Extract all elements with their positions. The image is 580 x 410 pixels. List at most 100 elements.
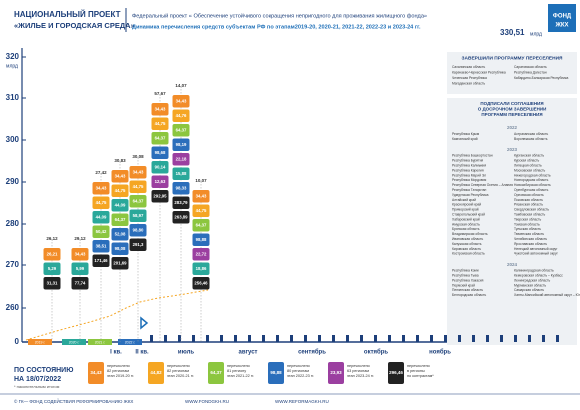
region: Республика Мордовия xyxy=(452,178,487,182)
arrow xyxy=(140,316,149,330)
region: Красноярский край xyxy=(452,203,481,207)
legend-swatch xyxy=(208,362,224,384)
stack-label: 44,75 xyxy=(155,121,166,126)
week-tick xyxy=(486,335,489,342)
stack-box xyxy=(192,204,210,217)
region: Алтайский край xyxy=(452,198,476,202)
stack-box xyxy=(129,180,147,193)
stack-box xyxy=(129,209,147,222)
stack-label: 98,08 xyxy=(115,246,126,251)
region: Калужская область xyxy=(452,242,482,246)
site: WWW.FONDGKH.RU xyxy=(185,399,229,404)
stack-box xyxy=(172,167,190,180)
stack-label: 15,88 xyxy=(176,171,187,176)
y-tick-label: 300 xyxy=(6,135,20,144)
stack-box xyxy=(129,224,147,237)
region: Свердловская область xyxy=(514,208,549,212)
stack-box xyxy=(111,170,129,183)
stack-label: 34,43 xyxy=(176,99,187,104)
week-tick xyxy=(472,335,475,342)
stack-label: 38,51 xyxy=(96,244,107,249)
region: Приморский край xyxy=(452,208,479,212)
region: Республика Хакасия xyxy=(452,278,484,282)
legend-value: 64,37 xyxy=(210,370,222,375)
month-label: июль xyxy=(178,350,194,356)
year-band xyxy=(62,339,86,345)
region: Сахалинская область xyxy=(452,65,485,69)
trend xyxy=(25,289,209,341)
stack-box xyxy=(192,277,210,290)
stack-label: 12,63 xyxy=(155,179,166,184)
stack-box xyxy=(172,124,190,137)
stack-box xyxy=(172,211,190,224)
region: Республика Северная Осетия – Алания xyxy=(452,183,513,187)
stack-label: 64,37 xyxy=(133,199,144,204)
stack-label: 5,29 xyxy=(48,266,57,271)
stack-label: 44,75 xyxy=(96,200,107,205)
status: НА 18/07/2022 xyxy=(14,376,61,383)
stack-box xyxy=(172,138,190,151)
month-label: август xyxy=(239,350,258,356)
region: Республика Татарстан xyxy=(452,188,486,192)
stack-box xyxy=(172,109,190,122)
region: Республика Карелия xyxy=(452,168,484,172)
stack-box xyxy=(192,262,210,275)
week-tick xyxy=(248,335,251,342)
legend-text: перечислено в регионы по контрактам* xyxy=(407,364,434,378)
region: Рязанская область xyxy=(514,203,543,207)
legend-value: 98,88 xyxy=(270,370,282,375)
stack-label: 34,43 xyxy=(115,174,126,179)
week-tick xyxy=(444,335,447,342)
stack-label: 64,37 xyxy=(196,223,207,228)
week-tick xyxy=(388,335,391,342)
week-tick xyxy=(164,335,167,342)
stack-box xyxy=(151,190,169,203)
year-band xyxy=(88,339,112,345)
legend-text: перечислено 81 региону этап 2021-22 гг. xyxy=(227,364,254,378)
stack-box xyxy=(129,166,147,179)
region: Липецкая область xyxy=(514,163,542,167)
project-name: «ЖИЛЬЕ И ГОРОДСКАЯ СРЕДА» xyxy=(14,21,135,30)
region: Ивановская область xyxy=(452,237,483,241)
stack-label: 58,97 xyxy=(133,213,144,218)
stack-label: 64,37 xyxy=(115,217,126,222)
region: Ленинградская область xyxy=(514,278,550,282)
stack-box xyxy=(71,262,89,275)
region: Магаданская область xyxy=(452,81,485,85)
stack-box xyxy=(43,248,61,261)
stack-box xyxy=(192,219,210,232)
stack-box xyxy=(71,248,89,261)
stack-label: 26,21 xyxy=(47,252,58,257)
region: Ханты-Мансийский автономный округ – Югра xyxy=(514,293,580,297)
week-tick xyxy=(262,335,265,342)
legend-text: перечислено 82 регионам этап 2019-20 гг. xyxy=(107,364,134,378)
legend-swatch xyxy=(388,362,404,384)
section-year: 2024 xyxy=(507,262,518,267)
region: Астраханская область xyxy=(514,132,548,136)
week-tick xyxy=(416,335,419,342)
axis-unit: млрд xyxy=(6,63,18,69)
logo-text: ФОНД xyxy=(553,14,572,20)
stack-label: 50,42 xyxy=(96,229,107,234)
week-tick xyxy=(556,335,559,342)
week-tick xyxy=(542,335,545,342)
section-year: 2022 xyxy=(507,125,518,130)
stack-box xyxy=(129,195,147,208)
project: НАЦИОНАЛЬНЫЙ ПРОЕКТ xyxy=(14,10,121,19)
region: Пензенская область xyxy=(452,288,483,292)
stack-box xyxy=(151,132,169,145)
legend-swatch xyxy=(268,362,284,384)
stack-box xyxy=(151,117,169,130)
stack-label: 64,37 xyxy=(176,128,187,133)
week-tick xyxy=(290,335,293,342)
y-tick-label: 260 xyxy=(6,303,20,312)
stack-label: 64,37 xyxy=(155,136,166,141)
region: Владимирская область xyxy=(452,232,488,236)
region: Самарская область xyxy=(514,288,544,292)
federal: Федеральный проект « Обеспечение устойчи… xyxy=(132,12,427,19)
region: Хабаровский край xyxy=(452,217,480,221)
stack-box xyxy=(111,184,129,197)
stack-box xyxy=(151,103,169,116)
region: Чеченская Республика xyxy=(452,76,487,80)
stack-box xyxy=(172,153,190,166)
